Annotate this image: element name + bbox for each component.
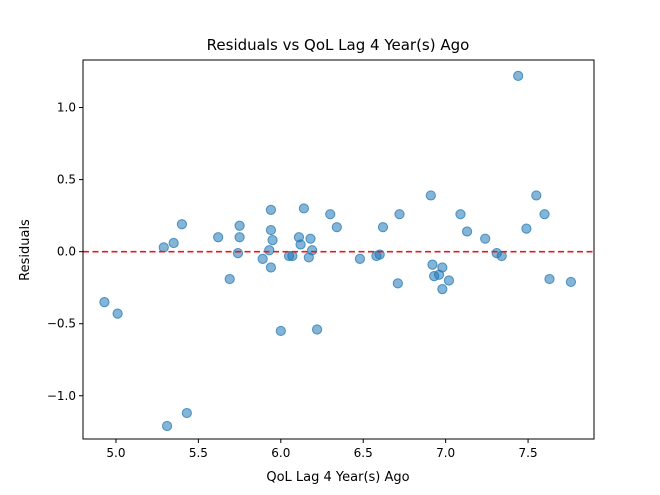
data-point	[232, 248, 244, 259]
data-point	[275, 325, 286, 337]
data-point	[257, 253, 268, 264]
x-tick-label: 5.5	[189, 446, 208, 460]
data-point	[521, 223, 532, 234]
y-tick-label: 0.5	[57, 173, 76, 187]
data-point	[437, 284, 448, 295]
data-point	[437, 262, 448, 273]
y-tick-label: 0.0	[57, 245, 76, 259]
data-point	[264, 245, 275, 256]
x-tick-label: 7.0	[436, 446, 455, 460]
data-point	[99, 296, 110, 308]
y-tick-label: −1.0	[47, 389, 76, 403]
data-point	[513, 70, 524, 81]
x-tick-label: 7.5	[519, 446, 538, 460]
data-point	[161, 420, 173, 432]
x-axis-label: QoL Lag 4 Year(s) Ago	[266, 470, 409, 485]
y-tick-label: −0.5	[47, 317, 76, 331]
data-point	[307, 245, 318, 256]
data-point	[234, 220, 245, 231]
data-point	[265, 224, 277, 236]
data-point	[112, 308, 123, 319]
data-point	[265, 204, 277, 215]
data-point	[425, 190, 436, 201]
data-point	[298, 203, 309, 214]
data-point	[267, 235, 278, 246]
data-point	[234, 232, 245, 243]
x-tick-label: 6.0	[271, 446, 290, 460]
data-point	[455, 209, 466, 220]
y-axis-label: Residuals	[18, 219, 33, 281]
data-point	[224, 273, 235, 285]
points-layer	[99, 70, 577, 432]
axes-frame	[82, 59, 595, 440]
data-point	[305, 233, 316, 244]
data-point	[331, 222, 342, 233]
data-point	[565, 276, 577, 288]
y-axis-ticks: −1.0 −0.5 0.0 0.5 1.0	[47, 101, 83, 403]
data-point	[392, 278, 403, 289]
data-point	[325, 209, 336, 220]
data-point	[295, 239, 306, 250]
x-axis-ticks: 5.0 5.5 6.0 6.5 7.0 7.5	[106, 439, 538, 460]
chart-title: Residuals vs QoL Lag 4 Year(s) Ago	[207, 36, 470, 54]
data-point	[539, 209, 550, 220]
data-point	[394, 209, 405, 220]
data-point	[531, 190, 542, 201]
data-point	[311, 324, 323, 335]
data-point	[377, 222, 389, 233]
x-tick-label: 6.5	[354, 446, 373, 460]
y-tick-label: 1.0	[57, 101, 76, 115]
data-point	[544, 273, 555, 285]
data-point	[443, 275, 455, 286]
data-point	[181, 407, 192, 419]
data-point	[496, 250, 507, 262]
data-point	[168, 237, 179, 249]
data-point	[213, 232, 224, 243]
data-point	[176, 219, 188, 230]
data-point	[158, 242, 169, 253]
data-point	[287, 250, 298, 262]
data-point	[427, 259, 438, 270]
data-point	[354, 253, 366, 264]
data-point	[265, 262, 277, 273]
data-point	[461, 226, 473, 237]
data-point	[480, 233, 491, 244]
x-tick-label: 5.0	[106, 446, 125, 460]
